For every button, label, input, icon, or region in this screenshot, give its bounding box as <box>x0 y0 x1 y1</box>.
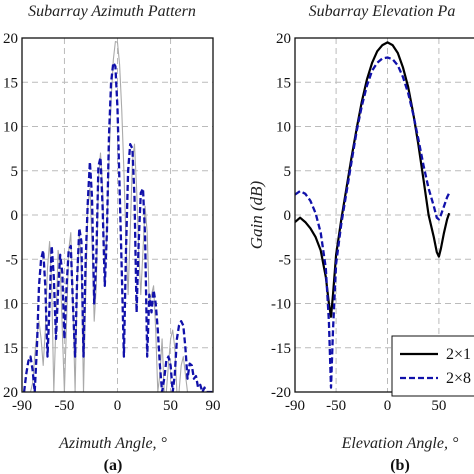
x-tick-label: 90 <box>206 398 221 414</box>
y-tick-label: 20 <box>3 385 18 401</box>
x-tick-label: -50 <box>326 398 346 414</box>
legend-box <box>391 335 474 397</box>
x-tick-label: 50 <box>163 398 178 414</box>
azimuth-chart-title: Subarray Azimuth Pattern <box>28 3 196 20</box>
x-tick-label: -50 <box>54 398 74 414</box>
elevation-x-ticks: -90 -50 0 50 <box>285 398 446 414</box>
azimuth-x-axis-label: Azimuth Angle, ° <box>58 435 167 452</box>
panel-a-caption: (a) <box>104 457 123 474</box>
x-tick-label: 0 <box>114 398 122 414</box>
elevation-plot-frame <box>294 37 474 393</box>
azimuth-y-ticks: 20 15 10 5 0 -5 10 15 20 <box>3 31 18 401</box>
elevation-chart-title: Subarray Elevation Pa <box>309 3 456 20</box>
series-line-21 <box>295 41 451 318</box>
elevation-legend: 2×1 2×8 <box>391 335 474 397</box>
y-tick-label: 0 <box>11 208 19 224</box>
y-tick-label: 5 <box>11 164 19 180</box>
legend-label-2x1: 2×1 <box>446 346 471 363</box>
y-tick-label: 10 <box>3 120 18 136</box>
elevation-y-ticks: 20 15 10 5 0 -5 -10 -15 -20 <box>271 31 291 401</box>
azimuth-series-group <box>22 40 213 392</box>
y-tick-label: 20 <box>276 31 291 47</box>
y-tick-label: 15 <box>3 75 18 91</box>
y-tick-label: -5 <box>6 252 19 268</box>
azimuth-pattern-panel: Subarray Azimuth Pattern 20151050-510152… <box>3 3 221 474</box>
y-tick-label: 15 <box>3 341 18 357</box>
y-tick-label: 5 <box>284 164 292 180</box>
y-tick-label: -20 <box>271 385 291 401</box>
y-tick-label: -15 <box>271 341 291 357</box>
x-tick-label: 50 <box>431 398 446 414</box>
legend-label-2x8: 2×8 <box>446 370 471 387</box>
y-tick-label: 10 <box>3 297 18 313</box>
y-tick-label: -5 <box>279 252 292 268</box>
panel-b-caption: (b) <box>390 457 410 474</box>
elevation-pattern-panel: Subarray Elevation Pa 20151050-5-10-15-2… <box>247 3 474 474</box>
azimuth-x-ticks: -90 -50 0 50 90 <box>12 398 221 414</box>
y-tick-label: -10 <box>271 297 291 313</box>
x-tick-label: 0 <box>384 398 392 414</box>
y-tick-label: 10 <box>276 120 291 136</box>
x-tick-label: -90 <box>285 398 305 414</box>
series-line-dashed <box>22 61 213 392</box>
x-tick-label: -90 <box>12 398 32 414</box>
y-tick-label: 15 <box>276 75 291 91</box>
azimuth-plot-frame <box>21 37 214 393</box>
elevation-y-axis-label: Gain (dB) <box>247 180 266 249</box>
elevation-series-group <box>295 41 451 389</box>
y-tick-label: 0 <box>284 208 292 224</box>
series-line-28 <box>295 56 451 389</box>
elevation-x-axis-label: Elevation Angle, ° <box>341 435 459 452</box>
y-tick-label: 20 <box>3 31 18 47</box>
